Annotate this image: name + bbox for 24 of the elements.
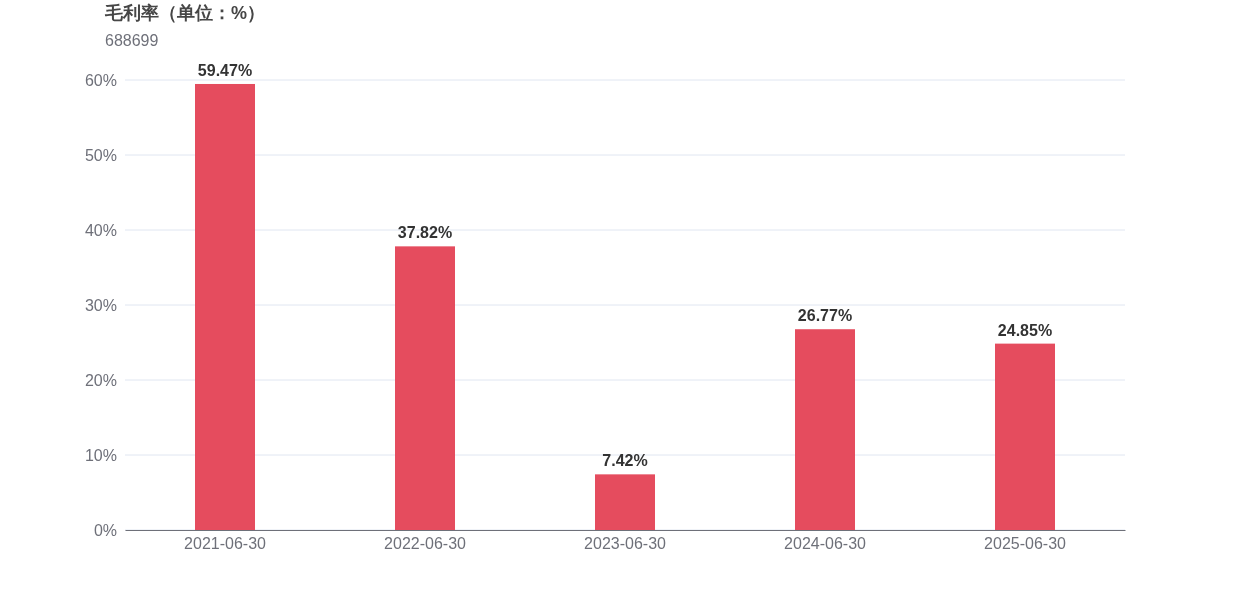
x-tick-label: 2024-06-30	[784, 535, 867, 553]
bar	[595, 474, 655, 530]
data-label: 7.42%	[602, 452, 648, 470]
bar	[995, 343, 1055, 530]
data-label: 26.77%	[797, 307, 853, 325]
data-label: 37.82%	[397, 224, 453, 242]
chart-subtitle: 688699	[105, 32, 159, 49]
x-tick-label: 2022-06-30	[384, 535, 467, 553]
bar	[795, 329, 855, 530]
chart-title: 毛利率（单位：%）	[104, 3, 266, 23]
y-tick-label: 0%	[93, 521, 117, 539]
y-tick-label: 30%	[84, 296, 117, 314]
data-label: 59.47%	[197, 61, 253, 79]
y-tick-label: 20%	[84, 371, 117, 389]
y-tick-label: 60%	[84, 71, 117, 89]
bar	[195, 83, 255, 530]
x-tick-label: 2025-06-30	[984, 535, 1067, 553]
y-tick-label: 10%	[84, 446, 117, 464]
bar	[395, 246, 455, 530]
x-tick-label: 2021-06-30	[184, 535, 267, 553]
y-tick-label: 50%	[84, 146, 117, 164]
y-tick-label: 40%	[84, 221, 117, 239]
x-tick-label: 2023-06-30	[584, 535, 667, 553]
data-label: 24.85%	[997, 321, 1053, 339]
